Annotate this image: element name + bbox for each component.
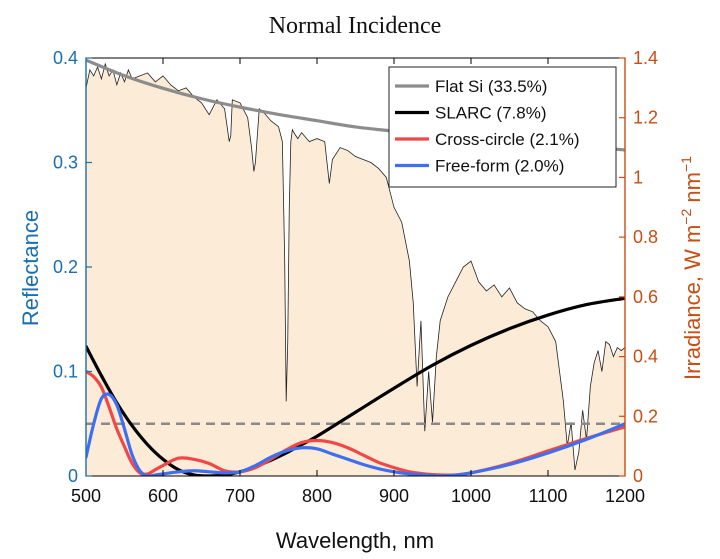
right-tick-label: 0.4 xyxy=(633,347,658,367)
right-axis-label: Irradiance, W m−2 nm−1 xyxy=(678,156,705,380)
right-axis-label-sup2: −1 xyxy=(678,156,694,172)
plot-area: 500 600 700 800 900 1000 1100 120000.10.20.30.4… xyxy=(53,48,658,506)
left-tick-label: 0.3 xyxy=(53,153,78,173)
left-tick-label: 0.2 xyxy=(53,257,78,277)
irradiance-line xyxy=(86,62,625,471)
legend-entry-flat-si-33-5: Flat Si (33.5%) xyxy=(435,77,547,96)
legend-entry-cross-circle-2-1: Cross-circle (2.1%) xyxy=(435,130,580,149)
right-tick-label: 1.4 xyxy=(633,48,658,68)
x-tick-label: 1000 xyxy=(451,486,491,506)
right-axis-label-prefix: Irradiance, W m xyxy=(680,225,705,380)
chart-title: Normal Incidence xyxy=(269,13,442,39)
left-tick-label: 0.1 xyxy=(53,362,78,382)
right-tick-label: 0.2 xyxy=(633,406,658,426)
left-axis-label: Reflectance xyxy=(18,210,43,326)
right-axis-label-mid: nm xyxy=(680,172,705,209)
right-tick-label: 0.6 xyxy=(633,287,658,307)
x-tick-label: 900 xyxy=(379,486,409,506)
legend-entry-free-form-2-0: Free-form (2.0%) xyxy=(435,157,564,176)
right-tick-label: 0.8 xyxy=(633,227,658,247)
x-tick-label: 600 xyxy=(148,486,178,506)
right-tick-label: 1 xyxy=(633,167,643,187)
x-axis-label: Wavelength, nm xyxy=(276,528,434,553)
x-tick-label: 1100 xyxy=(529,486,568,506)
x-tick-label: 500 xyxy=(71,486,101,506)
left-tick-label: 0 xyxy=(68,466,78,486)
right-axis-label-sup1: −2 xyxy=(678,209,694,225)
legend-entry-slarc-7-8: SLARC (7.8%) xyxy=(435,104,546,123)
x-tick-label: 700 xyxy=(225,486,255,506)
irradiance-area xyxy=(86,63,625,476)
legend: Flat Si (33.5%) SLARC (7.8%) Cross-circle … xyxy=(388,66,617,188)
x-tick-label: 1200 xyxy=(605,486,645,506)
x-tick-label: 800 xyxy=(302,486,332,506)
right-tick-label: 1.2 xyxy=(633,108,658,128)
left-tick-label: 0.4 xyxy=(53,48,78,68)
right-tick-label: 0 xyxy=(633,466,643,486)
